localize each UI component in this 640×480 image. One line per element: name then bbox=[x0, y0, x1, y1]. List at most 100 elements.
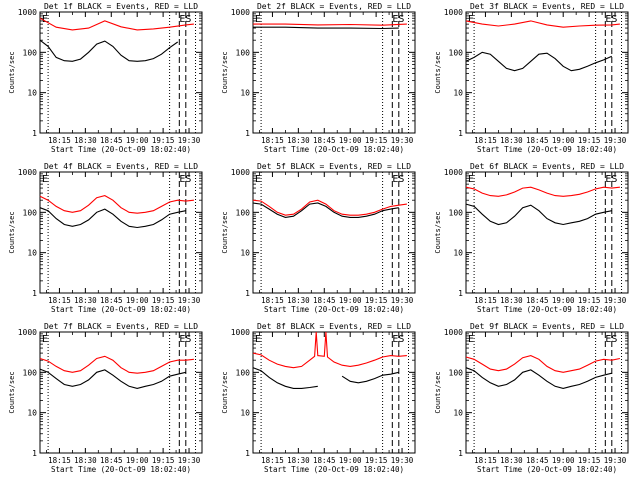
series-events-line bbox=[465, 367, 612, 389]
x-tick-label: 19:15 bbox=[152, 296, 175, 305]
x-tick-label: 19:00 bbox=[339, 296, 362, 305]
x-axis-label: Start Time (20-Oct-09 18:02:40) bbox=[477, 465, 617, 474]
y-tick-label: 1 bbox=[458, 129, 463, 138]
y-tick-label: 10 bbox=[27, 89, 37, 98]
x-tick-label: 19:30 bbox=[604, 296, 627, 305]
series-lld-line bbox=[465, 20, 620, 28]
x-tick-label: 18:45 bbox=[313, 136, 336, 145]
x-tick-label: 18:30 bbox=[500, 136, 523, 145]
y-axis-label: Counts/sec bbox=[8, 51, 16, 93]
corner-label-left: E bbox=[42, 334, 48, 345]
y-tick-label: 100 bbox=[23, 208, 38, 217]
series-lld-line bbox=[465, 355, 621, 373]
y-tick-label: 1000 bbox=[18, 168, 37, 177]
y-tick-label: 100 bbox=[449, 48, 464, 57]
x-tick-label: 18:45 bbox=[313, 296, 336, 305]
series-lld-line bbox=[39, 195, 194, 214]
x-tick-label: 18:45 bbox=[100, 136, 123, 145]
y-tick-label: 10 bbox=[27, 409, 37, 418]
x-tick-label: 18:15 bbox=[48, 456, 71, 465]
corner-label-right: ES bbox=[179, 334, 191, 345]
series-events-line bbox=[39, 207, 186, 229]
x-tick-label: 19:00 bbox=[126, 456, 149, 465]
corner-label-right: ES bbox=[392, 174, 404, 185]
corner-label-right: ES bbox=[179, 14, 191, 25]
x-tick-label: 19:15 bbox=[578, 296, 601, 305]
series-events-line bbox=[465, 51, 613, 72]
series-lld-line bbox=[39, 355, 194, 374]
panel-6: Det 6f BLACK = Events, RED = LLD 1 10 100 10… bbox=[434, 162, 629, 314]
y-tick-label: 100 bbox=[449, 368, 464, 377]
series-events-line bbox=[465, 203, 612, 226]
x-tick-label: 18:30 bbox=[74, 136, 97, 145]
x-tick-label: 19:30 bbox=[391, 136, 414, 145]
series-events-line bbox=[39, 39, 179, 62]
x-tick-label: 18:45 bbox=[526, 456, 549, 465]
panel-9: Det 9f BLACK = Events, RED = LLD 1 10 100 10… bbox=[434, 322, 629, 474]
x-tick-label: 18:45 bbox=[100, 296, 123, 305]
x-tick-label: 19:15 bbox=[365, 456, 388, 465]
x-axis-label: Start Time (20-Oct-09 18:02:40) bbox=[264, 305, 404, 314]
y-axis-label: Counts/sec bbox=[221, 211, 229, 253]
corner-label-left: E bbox=[42, 174, 48, 185]
x-tick-label: 18:15 bbox=[261, 296, 284, 305]
x-tick-label: 19:00 bbox=[126, 136, 149, 145]
panel-title: Det 1f BLACK = Events, RED = LLD bbox=[44, 2, 198, 11]
series-lld-line bbox=[39, 17, 194, 31]
x-axis-label: Start Time (20-Oct-09 18:02:40) bbox=[477, 305, 617, 314]
y-axis-label: Counts/sec bbox=[8, 211, 16, 253]
x-tick-label: 19:30 bbox=[604, 136, 627, 145]
x-axis-label: Start Time (20-Oct-09 18:02:40) bbox=[51, 305, 191, 314]
x-tick-label: 18:30 bbox=[287, 136, 310, 145]
y-tick-label: 1000 bbox=[18, 8, 37, 17]
y-tick-label: 1 bbox=[245, 129, 250, 138]
x-tick-label: 19:15 bbox=[152, 136, 175, 145]
panel-8: Det 8f BLACK = Events, RED = LLD 1 10 100 10… bbox=[221, 322, 416, 474]
x-tick-label: 19:00 bbox=[339, 136, 362, 145]
x-tick-label: 18:15 bbox=[474, 136, 497, 145]
x-axis-label: Start Time (20-Oct-09 18:02:40) bbox=[477, 145, 617, 154]
corner-label-left: E bbox=[42, 14, 48, 25]
plot-frame bbox=[252, 11, 416, 134]
y-tick-label: 10 bbox=[240, 249, 250, 258]
x-axis-label: Start Time (20-Oct-09 18:02:40) bbox=[51, 465, 191, 474]
series-lld-line bbox=[252, 199, 407, 216]
plot-frame bbox=[465, 171, 629, 294]
panel-5: Det 5f BLACK = Events, RED = LLD 1 10 100 10… bbox=[221, 162, 416, 314]
x-tick-label: 18:45 bbox=[526, 136, 549, 145]
y-tick-label: 1 bbox=[32, 129, 37, 138]
x-tick-label: 18:30 bbox=[74, 296, 97, 305]
y-tick-label: 1000 bbox=[231, 168, 250, 177]
y-tick-label: 1000 bbox=[18, 328, 37, 337]
panel-title: Det 6f BLACK = Events, RED = LLD bbox=[470, 162, 624, 171]
x-tick-label: 19:15 bbox=[365, 296, 388, 305]
y-axis-label: Counts/sec bbox=[434, 211, 442, 253]
y-axis-label: Counts/sec bbox=[434, 371, 442, 413]
x-tick-label: 19:15 bbox=[365, 136, 388, 145]
y-tick-label: 10 bbox=[453, 89, 463, 98]
y-axis-label: Counts/sec bbox=[221, 51, 229, 93]
corner-label-left: E bbox=[468, 174, 474, 185]
panel-title: Det 4f BLACK = Events, RED = LLD bbox=[44, 162, 198, 171]
panel-1: Det 1f BLACK = Events, RED = LLD 1 10 100 10… bbox=[8, 2, 203, 154]
y-tick-label: 1 bbox=[458, 289, 463, 298]
plot-frame bbox=[39, 331, 203, 454]
y-axis-label: Counts/sec bbox=[221, 371, 229, 413]
y-axis-label: Counts/sec bbox=[8, 371, 16, 413]
series-lld-line bbox=[252, 331, 407, 369]
x-tick-label: 18:30 bbox=[74, 456, 97, 465]
y-tick-label: 1 bbox=[458, 449, 463, 458]
series-events-line bbox=[253, 26, 399, 30]
y-tick-label: 100 bbox=[449, 208, 464, 217]
x-tick-label: 18:30 bbox=[287, 456, 310, 465]
y-axis-label: Counts/sec bbox=[434, 51, 442, 93]
panel-title: Det 5f BLACK = Events, RED = LLD bbox=[257, 162, 411, 171]
corner-label-right: ES bbox=[605, 334, 617, 345]
panel-4: Det 4f BLACK = Events, RED = LLD 1 10 100 10… bbox=[8, 162, 203, 314]
corner-label-left: E bbox=[255, 14, 261, 25]
x-tick-label: 18:15 bbox=[474, 456, 497, 465]
x-tick-label: 18:15 bbox=[48, 296, 71, 305]
y-tick-label: 1 bbox=[245, 289, 250, 298]
x-tick-label: 19:30 bbox=[178, 456, 201, 465]
